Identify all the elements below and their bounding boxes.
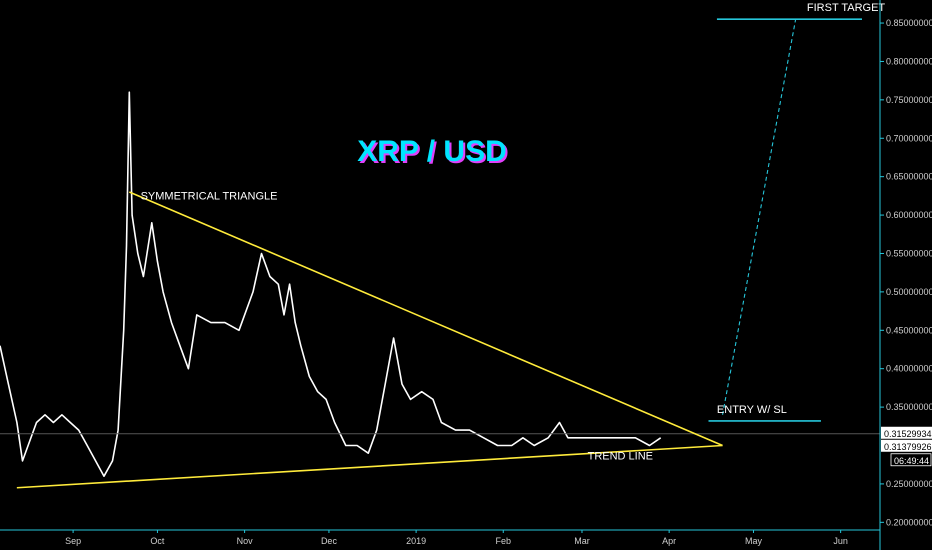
chart-title: XRP / USD xyxy=(357,135,507,168)
x-axis: Sep Oct Nov Dec 2019 Feb Mar Apr May Jun xyxy=(0,529,880,546)
current-price-badge xyxy=(881,426,932,439)
drawing-lines xyxy=(0,18,880,489)
countdown-badge xyxy=(890,453,932,467)
y-tick-label: 0.85000000 xyxy=(886,18,932,28)
current-price-value: 0.31529934 xyxy=(884,429,932,439)
y-tick-label: 0.65000000 xyxy=(886,172,932,182)
previous-price-badge xyxy=(881,439,932,452)
y-tick-label: 0.25000000 xyxy=(886,479,932,489)
price-badges: 0.31529934 0.31379926 06:49:44 xyxy=(881,426,932,467)
y-tick-label: 0.70000000 xyxy=(886,133,932,143)
triangle-upper-line xyxy=(129,191,723,447)
x-tick-label: 2019 xyxy=(406,536,426,546)
annotation-label: ENTRY W/ SL xyxy=(717,404,787,416)
x-tick-label: Feb xyxy=(496,536,512,546)
price-line xyxy=(0,91,662,477)
x-tick-label: Nov xyxy=(237,536,254,546)
x-tick-label: Apr xyxy=(662,536,676,546)
y-axis: 0.85000000 0.80000000 0.75000000 0.70000000… xyxy=(879,0,932,550)
x-tick-label: Oct xyxy=(150,536,165,546)
y-tick-label: 0.60000000 xyxy=(886,210,932,220)
y-tick-label: 0.50000000 xyxy=(886,287,932,297)
annotation-label: FIRST TARGET xyxy=(807,2,886,14)
previous-price-value: 0.31379926 xyxy=(884,442,932,452)
y-tick-label: 0.40000000 xyxy=(886,364,932,374)
annotation-label: TREND LINE xyxy=(588,450,653,462)
y-tick-label: 0.35000000 xyxy=(886,402,932,412)
price-series xyxy=(0,91,662,477)
countdown-value: 06:49:44 xyxy=(894,456,929,466)
x-tick-label: Sep xyxy=(65,536,81,546)
x-tick-label: Jun xyxy=(833,536,848,546)
chart-title-shadow: XRP / USD xyxy=(359,137,509,170)
annotation-label: SYMMETRICAL TRIANGLE xyxy=(141,191,278,203)
x-tick-label: May xyxy=(745,536,763,546)
y-tick-label: 0.75000000 xyxy=(886,95,932,105)
y-tick-label: 0.20000000 xyxy=(886,517,932,527)
x-tick-label: Dec xyxy=(321,536,338,546)
chart-title-group: XRP / USD XRP / USD xyxy=(357,135,509,170)
annotations: SYMMETRICAL TRIANGLE FIRST TARGET ENTRY W/… xyxy=(141,2,886,463)
x-tick-label: Mar xyxy=(574,536,590,546)
y-tick-label: 0.45000000 xyxy=(886,325,932,335)
triangle-lower-trend-line xyxy=(16,444,723,489)
y-tick-label: 0.55000000 xyxy=(886,248,932,258)
y-tick-label: 0.80000000 xyxy=(886,56,932,66)
